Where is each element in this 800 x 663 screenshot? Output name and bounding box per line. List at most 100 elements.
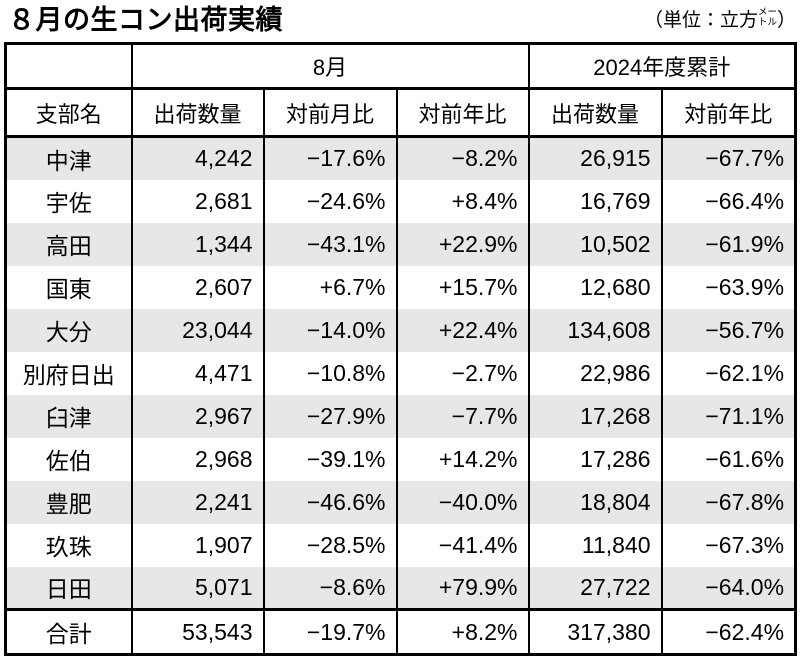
aug-mom-ratio-cell: −24.6% <box>262 179 397 223</box>
total-aug-yoy: +8.2% <box>395 608 529 655</box>
col-header-aug-qty: 出荷数量 <box>130 88 264 138</box>
branch-name-cell: 別府日出 <box>22 362 115 388</box>
table-row: 別府日出 4,471 −10.8% −2.7% 22,986 −62.1% <box>6 351 796 395</box>
aug-yoy-ratio-cell: +79.9% <box>395 566 529 610</box>
cum-shipment-qty-cell: 17,286 <box>527 437 662 481</box>
cum-yoy-ratio-cell: −66.4% <box>660 179 796 223</box>
branch-name-cell: 日田 <box>5 566 132 610</box>
col-header-aug-mom: 対前月比 <box>262 88 397 138</box>
branch-name-cell: 国東 <box>45 276 92 302</box>
table-row: 中津 4,242 −17.6% −8.2% 26,915 −67.7% <box>5 136 796 180</box>
aug-mom-ratio-cell: +6.7% <box>262 265 397 309</box>
group-header-august: 8月 <box>130 43 529 90</box>
page-header: ８月の生コン出荷実績 （単位：立方 メー トル） <box>0 0 800 40</box>
cum-yoy-ratio-cell: −61.6% <box>660 437 796 481</box>
group-header-cumulative: 2024年度累計 <box>527 43 796 90</box>
table-row: 高田 1,344 −43.1% +22.9% 10,502 −61.9% <box>5 222 796 266</box>
branch-name-cell: 佐伯 <box>45 448 92 474</box>
total-aug-qty: 53,543 <box>130 608 264 655</box>
branch-name-cell: 臼津 <box>5 394 132 438</box>
branch-name-cell: 中津 <box>5 136 132 180</box>
aug-shipment-qty-cell: 1,907 <box>130 523 264 567</box>
branch-name-cell: 高田 <box>5 222 132 266</box>
aug-yoy-ratio-cell: +8.4% <box>395 179 529 223</box>
unit-prefix: （単位：立方 <box>643 10 758 31</box>
aug-yoy-ratio-cell: −8.2% <box>395 136 529 180</box>
col-header-aug-yoy: 対前年比 <box>395 88 529 138</box>
aug-yoy-ratio-cell: +22.9% <box>395 222 529 266</box>
aug-shipment-qty-cell: 2,607 <box>130 265 264 309</box>
aug-mom-ratio-cell: −14.0% <box>262 308 397 352</box>
aug-yoy-ratio-cell: +22.4% <box>395 308 529 352</box>
aug-shipment-qty-cell: 4,471 <box>130 351 264 395</box>
total-row: 合計 53,543 −19.7% +8.2% 317,380 −62.4% <box>5 608 796 655</box>
aug-yoy-ratio-cell: −40.0% <box>395 480 529 524</box>
aug-shipment-qty-cell: 2,241 <box>130 480 264 524</box>
aug-yoy-ratio-cell: −41.4% <box>395 523 529 567</box>
unit-stack-top: メー <box>757 7 777 18</box>
aug-mom-ratio-cell: −28.5% <box>262 523 397 567</box>
table-body: 中津 4,242 −17.6% −8.2% 26,915 −67.7% 宇佐 2,681 −24… <box>5 136 796 610</box>
cum-shipment-qty-cell: 17,268 <box>527 394 662 438</box>
cum-shipment-qty-cell: 12,680 <box>527 265 662 309</box>
cum-shipment-qty-cell: 11,840 <box>527 523 662 567</box>
cum-shipment-qty-cell: 10,502 <box>527 222 662 266</box>
aug-shipment-qty-cell: 4,242 <box>130 136 264 180</box>
total-cum-yoy: −62.4% <box>660 608 796 655</box>
group-header-row: 8月 2024年度累計 <box>5 43 796 90</box>
table-row: 佐伯 2,968 −39.1% +14.2% 17,286 −61.6% <box>6 437 796 481</box>
aug-mom-ratio-cell: −27.9% <box>262 394 397 438</box>
table-row: 玖珠 1,907 −28.5% −41.4% 11,840 −67.3% <box>6 523 796 567</box>
col-header-cum-qty: 出荷数量 <box>527 88 662 138</box>
empty-corner-cell <box>5 43 132 90</box>
aug-mom-ratio-cell: −8.6% <box>262 566 397 610</box>
branch-name-cell: 玖珠 <box>45 534 92 560</box>
total-aug-mom: −19.7% <box>262 608 397 655</box>
cum-shipment-qty-cell: 16,769 <box>527 179 662 223</box>
table-row: 国東 2,607 +6.7% +15.7% 12,680 −63.9% <box>6 265 796 309</box>
unit-suffix: ） <box>776 10 796 31</box>
aug-yoy-ratio-cell: +14.2% <box>395 437 529 481</box>
cum-yoy-ratio-cell: −62.1% <box>660 351 796 395</box>
branch-name-cell: 大分 <box>5 308 132 352</box>
table-row: 宇佐 2,681 −24.6% +8.4% 16,769 −66.4% <box>6 179 796 223</box>
branch-name-cell: 豊肥 <box>5 480 132 524</box>
cum-yoy-ratio-cell: −63.9% <box>660 265 796 309</box>
total-label: 合計 <box>5 608 132 655</box>
aug-mom-ratio-cell: −10.8% <box>262 351 397 395</box>
cum-yoy-ratio-cell: −67.3% <box>660 523 796 567</box>
shipment-table: 8月 2024年度累計 支部名 出荷数量 対前月比 対前年比 出荷数量 対前年比… <box>4 42 798 656</box>
cum-shipment-qty-cell: 26,915 <box>527 136 662 180</box>
cum-shipment-qty-cell: 18,804 <box>527 480 662 524</box>
cum-yoy-ratio-cell: −67.7% <box>660 136 796 180</box>
aug-shipment-qty-cell: 5,071 <box>130 566 264 610</box>
unit-stacked-kana: メー トル <box>758 4 777 29</box>
aug-shipment-qty-cell: 2,967 <box>130 394 264 438</box>
col-header-cum-yoy: 対前年比 <box>660 88 796 138</box>
aug-mom-ratio-cell: −39.1% <box>262 437 397 481</box>
aug-shipment-qty-cell: 1,344 <box>130 222 264 266</box>
cum-yoy-ratio-cell: −61.9% <box>660 222 796 266</box>
cum-shipment-qty-cell: 27,722 <box>527 566 662 610</box>
cum-shipment-qty-cell: 134,608 <box>527 308 662 352</box>
table-row: 臼津 2,967 −27.9% −7.7% 17,268 −71.1% <box>5 394 796 438</box>
table-row: 日田 5,071 −8.6% +79.9% 27,722 −64.0% <box>5 566 796 610</box>
column-header-row: 支部名 出荷数量 対前月比 対前年比 出荷数量 対前年比 <box>5 88 796 138</box>
aug-shipment-qty-cell: 2,681 <box>130 179 264 223</box>
aug-shipment-qty-cell: 23,044 <box>130 308 264 352</box>
col-header-branch: 支部名 <box>5 88 132 138</box>
page-title: ８月の生コン出荷実績 <box>8 5 283 35</box>
aug-yoy-ratio-cell: −7.7% <box>395 394 529 438</box>
aug-mom-ratio-cell: −43.1% <box>262 222 397 266</box>
table-row: 豊肥 2,241 −46.6% −40.0% 18,804 −67.8% <box>5 480 796 524</box>
aug-mom-ratio-cell: −46.6% <box>262 480 397 524</box>
cum-yoy-ratio-cell: −71.1% <box>660 394 796 438</box>
aug-mom-ratio-cell: −17.6% <box>262 136 397 180</box>
total-cum-qty: 317,380 <box>527 608 662 655</box>
cum-yoy-ratio-cell: −67.8% <box>660 480 796 524</box>
cum-shipment-qty-cell: 22,986 <box>527 351 662 395</box>
unit-label: （単位：立方 メー トル） <box>644 1 796 38</box>
unit-stack-bottom: トル <box>757 17 777 29</box>
cum-yoy-ratio-cell: −64.0% <box>660 566 796 610</box>
